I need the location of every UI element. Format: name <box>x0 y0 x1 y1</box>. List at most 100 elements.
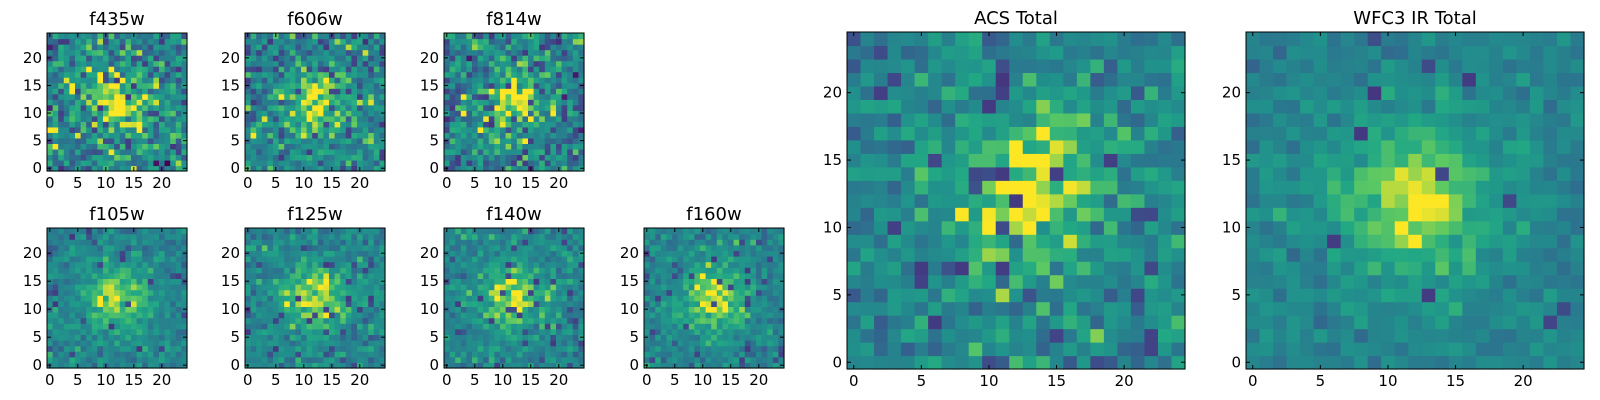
heatmap-cell <box>245 261 252 268</box>
heatmap-cell <box>660 233 667 240</box>
heatmap-cell <box>1157 207 1173 222</box>
heatmap-cell <box>941 247 956 262</box>
heatmap-cell <box>522 143 529 150</box>
heatmap-cell <box>256 300 263 307</box>
heatmap-cell <box>550 44 557 51</box>
heatmap-cell <box>125 104 132 111</box>
heatmap-cell <box>561 88 568 95</box>
heatmap-cell <box>761 356 768 363</box>
heatmap-cell <box>544 356 551 363</box>
heatmap-cell <box>256 356 263 363</box>
heatmap-cell <box>312 165 319 172</box>
heatmap-cell <box>284 317 291 324</box>
heatmap-cell <box>556 93 563 100</box>
heatmap-cell <box>505 295 512 302</box>
heatmap-cell <box>245 328 252 335</box>
heatmap-cell <box>345 77 352 84</box>
heatmap-cell <box>694 356 701 363</box>
heatmap-cell <box>561 312 568 319</box>
heatmap-cell <box>761 272 768 279</box>
heatmap-cell <box>273 66 280 73</box>
heatmap-cell <box>516 300 523 307</box>
heatmap-cell <box>86 126 93 133</box>
heatmap-cell <box>301 256 308 263</box>
heatmap-cell <box>572 272 579 279</box>
heatmap-cell <box>550 126 557 133</box>
heatmap-cell <box>142 121 149 128</box>
heatmap-cell <box>312 244 319 251</box>
heatmap-cell <box>58 49 65 56</box>
heatmap-cell <box>778 272 785 279</box>
heatmap-cell <box>256 165 263 172</box>
heatmap-cell <box>131 244 138 251</box>
heatmap-cell <box>136 38 143 45</box>
heatmap-cell <box>373 121 380 128</box>
heatmap-cell <box>472 317 479 324</box>
heatmap-cell <box>250 60 257 67</box>
heatmap-cell <box>1144 234 1159 249</box>
heatmap-cell <box>125 60 132 67</box>
heatmap-cell <box>488 261 495 268</box>
heatmap-cell <box>136 244 143 251</box>
heatmap-cell <box>86 261 93 268</box>
heatmap-cell <box>694 334 701 341</box>
heatmap-cell <box>52 55 59 62</box>
heatmap-cell <box>261 104 268 111</box>
heatmap-cell <box>1103 220 1118 235</box>
heatmap-cell <box>550 49 557 56</box>
heatmap-cell <box>750 256 757 263</box>
heatmap-cell <box>539 110 546 117</box>
heatmap-cell <box>544 323 551 330</box>
heatmap-cell <box>245 284 252 291</box>
heatmap-cell <box>733 284 740 291</box>
heatmap-cell <box>567 38 574 45</box>
heatmap-cell <box>528 132 535 139</box>
heatmap-cell <box>733 233 740 240</box>
heatmap-cell <box>494 317 501 324</box>
heatmap-cell <box>968 342 983 357</box>
heatmap-cell <box>267 38 274 45</box>
heatmap-cell <box>345 121 352 128</box>
heatmap-cell <box>533 328 540 335</box>
heatmap-cell <box>379 159 386 167</box>
heatmap-cell <box>362 110 369 117</box>
heatmap-cell <box>63 328 70 335</box>
heatmap-cell <box>1171 220 1186 235</box>
heatmap-cell <box>261 228 268 235</box>
heatmap-cell <box>516 44 523 51</box>
heatmap-cell <box>340 300 347 307</box>
heatmap-cell <box>289 244 296 251</box>
heatmap-cell <box>181 284 188 291</box>
heatmap-cell <box>273 99 280 106</box>
heatmap-cell <box>103 328 110 335</box>
x-tick-label: 0 <box>45 174 55 192</box>
heatmap-cell <box>756 261 763 268</box>
heatmap-cell <box>556 104 563 111</box>
heatmap-cell <box>175 38 182 45</box>
heatmap-cell <box>572 278 579 285</box>
heatmap-cell <box>561 323 568 330</box>
heatmap-cell <box>761 267 768 274</box>
heatmap-cell <box>136 165 143 172</box>
heatmap-cell <box>1144 180 1159 195</box>
heatmap-cell <box>511 228 518 235</box>
heatmap-cell <box>69 121 76 128</box>
heatmap-cell <box>550 345 557 352</box>
heatmap-cell <box>460 272 467 279</box>
heatmap-cell <box>256 340 263 347</box>
heatmap-cell <box>170 340 177 347</box>
heatmap-cell <box>317 250 324 257</box>
heatmap-cell <box>357 351 364 358</box>
heatmap-cell <box>460 115 467 122</box>
x-tick-label: 10 <box>294 371 313 389</box>
y-tick-label: 20 <box>420 244 439 262</box>
heatmap-cell <box>164 312 171 319</box>
heatmap-cell <box>455 278 462 285</box>
heatmap-cell <box>142 351 149 358</box>
heatmap-cell <box>164 334 171 341</box>
heatmap-cell <box>153 300 160 307</box>
heatmap-cell <box>52 159 59 167</box>
heatmap-cell <box>256 250 263 257</box>
heatmap-cell <box>295 165 302 172</box>
heatmap-cell <box>522 233 529 240</box>
